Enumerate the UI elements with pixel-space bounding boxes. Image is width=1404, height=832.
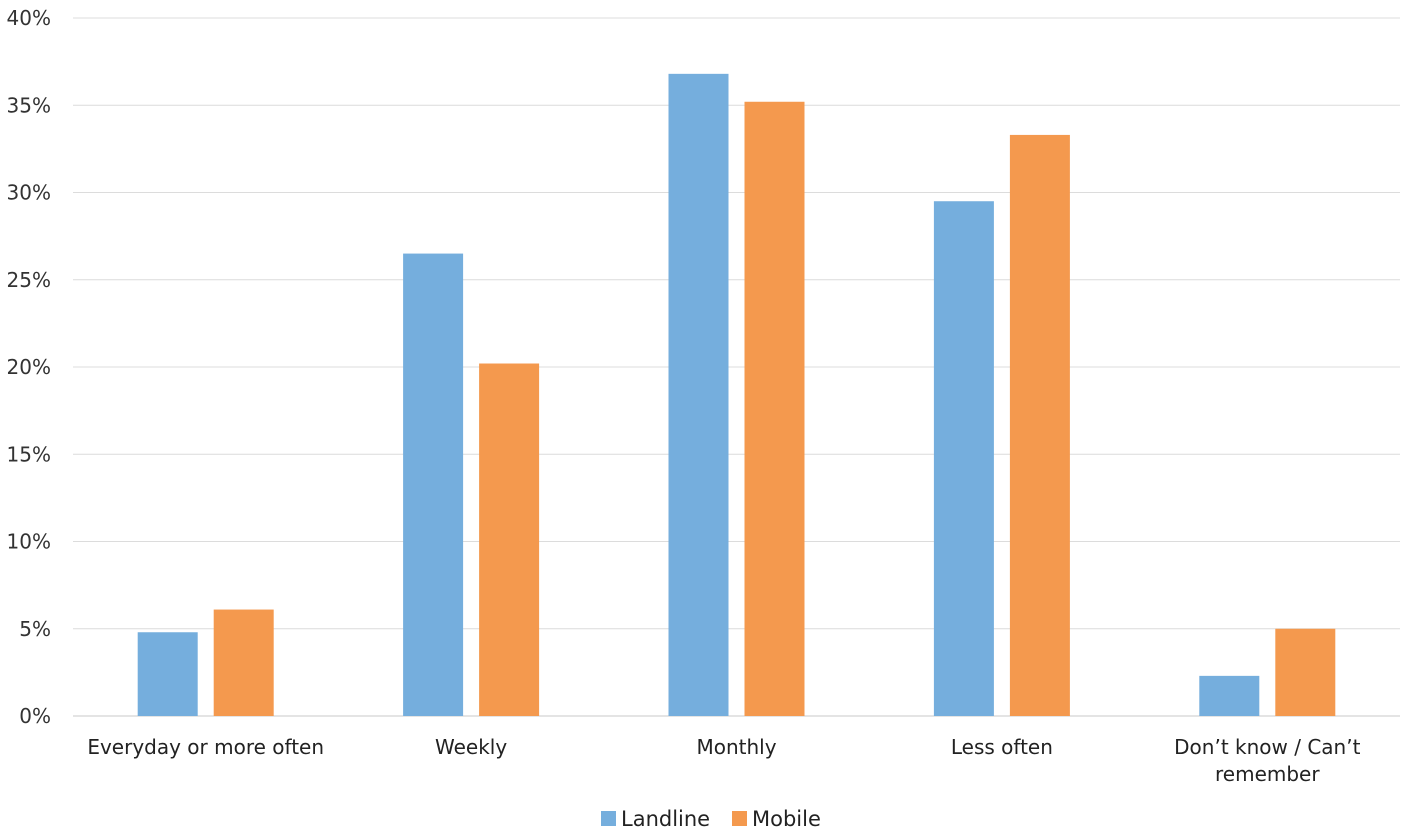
y-tick-label: 0% xyxy=(19,704,51,728)
bar-landline-1 xyxy=(403,253,464,716)
legend-label-mobile: Mobile xyxy=(752,807,821,831)
bar-mobile-2 xyxy=(744,101,805,716)
x-tick-label: remember xyxy=(1215,762,1320,786)
y-tick-label: 40% xyxy=(7,6,51,30)
legend-swatch-mobile xyxy=(732,811,747,826)
y-tick-label: 20% xyxy=(7,355,51,379)
x-tick-label: Weekly xyxy=(435,735,507,759)
y-tick-label: 30% xyxy=(7,181,51,205)
bar-mobile-1 xyxy=(479,363,540,716)
legend-swatch-landline xyxy=(601,811,616,826)
bar-landline-3 xyxy=(933,201,994,717)
bar-mobile-4 xyxy=(1275,628,1336,716)
x-tick-label: Monthly xyxy=(696,735,776,759)
x-tick-label: Less often xyxy=(951,735,1053,759)
bar-mobile-3 xyxy=(1009,134,1070,717)
y-tick-label: 25% xyxy=(7,268,51,292)
y-tick-label: 10% xyxy=(7,530,51,554)
bar-landline-4 xyxy=(1199,675,1260,716)
legend-label-landline: Landline xyxy=(621,807,710,831)
bar-landline-2 xyxy=(668,73,729,717)
bar-mobile-0 xyxy=(213,609,274,716)
y-tick-label: 5% xyxy=(19,617,51,641)
y-tick-label: 35% xyxy=(7,93,51,117)
bar-landline-0 xyxy=(137,632,198,716)
x-tick-label: Don’t know / Can’t xyxy=(1174,735,1360,759)
y-tick-label: 15% xyxy=(7,442,51,466)
x-tick-label: Everyday or more often xyxy=(87,735,324,759)
